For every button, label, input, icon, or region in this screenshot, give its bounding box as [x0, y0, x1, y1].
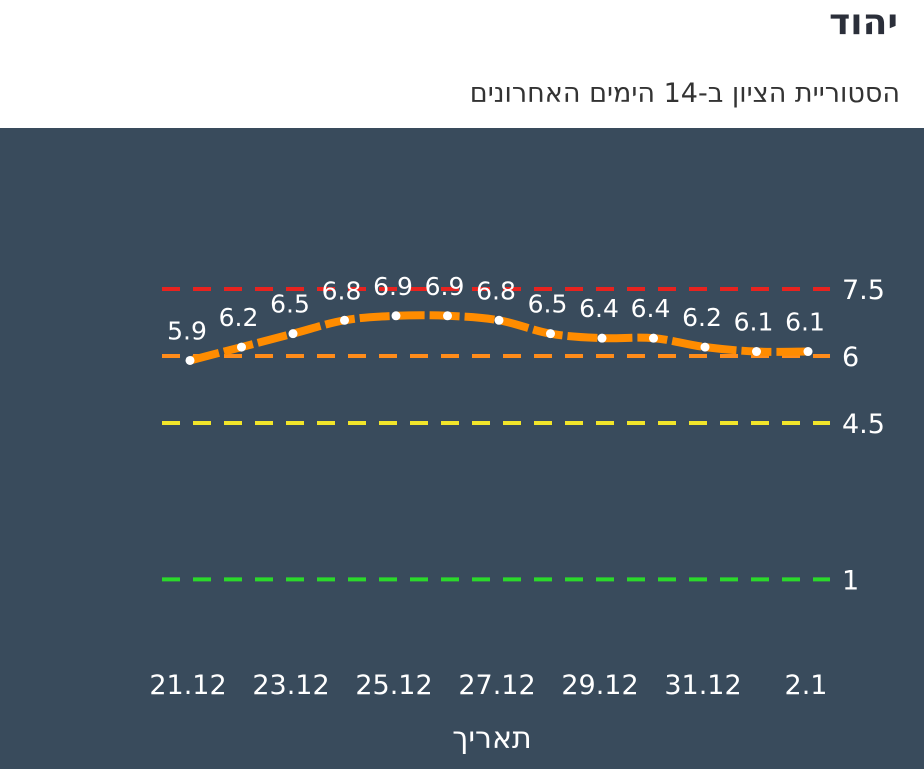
- data-point-6: [494, 315, 504, 325]
- x-axis-ticks: 21.12 23.12 25.12 27.12 29.12 31.12 2.1: [149, 670, 827, 701]
- chart-panel: [0, 128, 924, 769]
- data-label-6: 6.8: [476, 276, 516, 305]
- threshold-label-1: 6: [842, 342, 859, 373]
- data-point-7: [546, 329, 555, 339]
- x-tick-label-2: 25.12: [355, 670, 432, 701]
- x-tick-label-6: 2.1: [785, 670, 828, 701]
- data-point-10: [700, 342, 710, 352]
- data-point-3: [340, 315, 349, 325]
- data-label-3: 6.8: [322, 276, 362, 305]
- data-point-2: [288, 329, 298, 339]
- threshold-lines: 7.5 6 4.5 1: [162, 275, 885, 596]
- x-tick-label-5: 31.12: [664, 670, 741, 701]
- data-point-11: [752, 347, 761, 357]
- threshold-label-2: 4.5: [842, 409, 885, 440]
- data-point-12: [803, 347, 813, 357]
- x-tick-label-0: 21.12: [149, 670, 226, 701]
- data-points: 5.9 6.2 6.5 6.8 6.9 6.9 6.8 6.5 6.4 6.4 6.2 6.1 6.1: [167, 272, 825, 365]
- data-label-9: 6.4: [631, 294, 671, 323]
- data-label-1: 6.2: [219, 303, 259, 332]
- data-label-5: 6.9: [425, 272, 465, 301]
- data-label-11: 6.1: [734, 308, 774, 337]
- data-label-10: 6.2: [682, 303, 722, 332]
- data-point-4: [391, 311, 401, 321]
- x-tick-label-4: 29.12: [561, 670, 638, 701]
- threshold-label-3: 1: [842, 565, 859, 596]
- data-point-8: [597, 333, 607, 343]
- data-label-2: 6.5: [270, 290, 310, 319]
- data-label-7: 6.5: [528, 290, 568, 319]
- chart-subtitle: הסטוריית הציון ב-14 הימים האחרונים: [469, 78, 900, 109]
- data-point-0: [185, 355, 195, 365]
- x-axis-label: תאריך: [452, 721, 532, 756]
- page-title: יהוד: [829, 2, 898, 43]
- data-label-8: 6.4: [579, 294, 619, 323]
- data-point-1: [237, 342, 246, 352]
- threshold-label-0: 7.5: [842, 275, 885, 306]
- data-point-5: [443, 311, 452, 321]
- header: יהוד הסטוריית הציון ב-14 הימים האחרונים: [0, 0, 924, 128]
- x-tick-label-3: 27.12: [458, 670, 535, 701]
- data-label-12: 6.1: [785, 308, 825, 337]
- data-label-4: 6.9: [373, 272, 413, 301]
- data-point-9: [649, 333, 658, 343]
- data-label-0: 5.9: [167, 316, 207, 345]
- x-tick-label-1: 23.12: [252, 670, 329, 701]
